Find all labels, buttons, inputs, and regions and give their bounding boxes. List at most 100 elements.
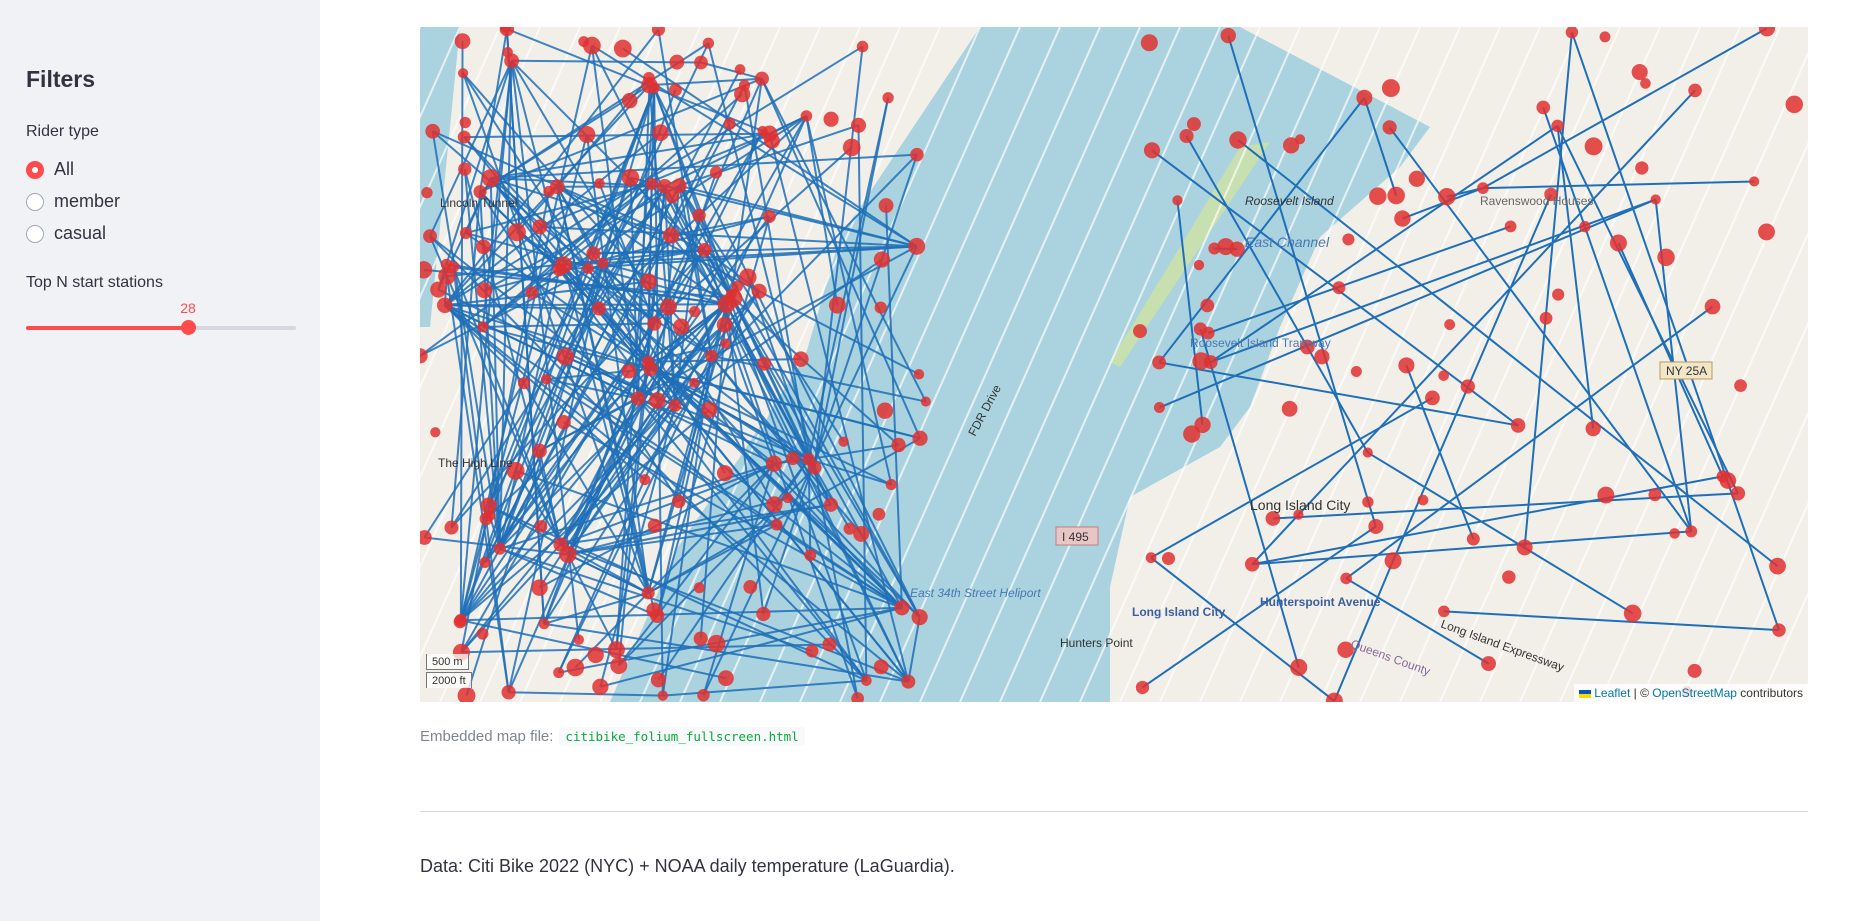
map-canvas[interactable]: Roosevelt Island East Channel Long Islan…: [420, 27, 1808, 702]
station-marker: [693, 631, 708, 646]
station-marker: [506, 461, 525, 480]
radio-selected-icon[interactable]: [26, 160, 44, 179]
station-marker: [1140, 34, 1158, 52]
route-line: [460, 606, 902, 622]
label-lic-south: Long Island City: [1132, 605, 1226, 619]
top-n-label: Top N start stations: [26, 274, 163, 291]
station-marker: [1290, 658, 1308, 676]
label-ravenswood: Ravenswood Houses: [1480, 194, 1593, 208]
station-marker: [709, 166, 723, 179]
station-marker: [873, 251, 891, 268]
station-marker: [1179, 128, 1194, 144]
station-marker: [822, 637, 837, 652]
station-marker: [534, 520, 548, 533]
station-marker: [641, 77, 658, 94]
top-n-slider[interactable]: 28: [26, 300, 296, 340]
route-line: [479, 77, 763, 193]
station-marker: [610, 657, 628, 675]
station-marker: [718, 670, 734, 687]
station-marker: [518, 377, 531, 390]
station-marker: [553, 537, 568, 552]
station-marker: [908, 237, 926, 255]
route-line: [857, 125, 868, 681]
label-heliport: East 34th Street Heliport: [910, 586, 1041, 600]
station-marker: [689, 305, 701, 318]
station-marker: [764, 132, 780, 149]
station-marker: [743, 580, 758, 594]
radio-casual[interactable]: casual: [26, 223, 106, 244]
scale-bar-imperial: 2000 ft: [426, 672, 472, 688]
route-line: [1345, 577, 1490, 665]
route-line: [567, 404, 676, 555]
route-line: [637, 397, 868, 682]
station-marker: [850, 117, 867, 133]
station-marker: [692, 208, 706, 222]
station-marker: [532, 443, 547, 459]
route-line: [1542, 107, 1693, 532]
route-line: [445, 275, 510, 693]
station-marker: [1217, 238, 1235, 256]
label-roosevelt-island: Roosevelt Island: [1245, 194, 1334, 208]
station-marker: [1332, 281, 1346, 295]
slider-thumb[interactable]: [181, 320, 196, 335]
station-marker: [646, 602, 662, 618]
route-line: [662, 679, 867, 697]
radio-member[interactable]: member: [26, 191, 120, 212]
route-line: [762, 154, 918, 615]
route-line: [507, 263, 604, 693]
station-marker: [647, 316, 662, 331]
station-marker: [882, 92, 894, 104]
map-filename: citibike_folium_fullscreen.html: [559, 727, 805, 746]
station-marker: [541, 374, 552, 385]
route-line: [1176, 200, 1204, 426]
station-marker: [1382, 120, 1397, 135]
station-marker: [660, 298, 677, 316]
radio-unselected-icon[interactable]: [26, 192, 44, 211]
route-line: [479, 28, 508, 192]
station-marker: [573, 634, 585, 645]
station-marker: [592, 301, 606, 316]
route-line: [649, 77, 762, 87]
station-marker: [648, 392, 666, 409]
station-marker: [1539, 311, 1553, 325]
route-line: [805, 115, 893, 485]
route-line: [498, 60, 513, 549]
leaflet-link[interactable]: Leaflet: [1594, 686, 1631, 700]
station-marker: [532, 219, 548, 235]
route-line: [452, 266, 510, 693]
route-line: [674, 258, 883, 407]
radio-all[interactable]: All: [26, 159, 74, 180]
station-marker: [671, 178, 687, 194]
route-line: [460, 285, 739, 621]
route-line: [1482, 27, 1768, 189]
station-marker: [421, 186, 433, 199]
station-marker: [1244, 556, 1260, 572]
route-line: [523, 382, 650, 594]
route-line: [560, 503, 832, 546]
station-marker: [1544, 187, 1558, 202]
station-marker: [1362, 496, 1374, 508]
station-marker: [669, 83, 682, 97]
station-marker: [1640, 78, 1651, 89]
route-line: [444, 304, 695, 313]
station-marker: [1356, 89, 1373, 106]
station-marker: [476, 282, 493, 299]
station-marker: [894, 600, 910, 616]
station-marker: [493, 542, 506, 555]
folium-map[interactable]: Roosevelt Island East Channel Long Islan…: [420, 27, 1808, 702]
route-line: [488, 504, 867, 682]
radio-unselected-icon[interactable]: [26, 224, 44, 243]
route-line: [499, 290, 760, 550]
embedded-map-caption: Embedded map file: citibike_folium_fullsc…: [420, 727, 805, 746]
route-line: [1141, 525, 1377, 689]
station-marker: [1394, 210, 1411, 227]
station-marker: [1417, 494, 1429, 506]
station-marker: [912, 430, 928, 446]
station-marker: [823, 497, 838, 512]
station-marker: [553, 667, 565, 679]
osm-link[interactable]: OpenStreetMap: [1652, 686, 1737, 700]
station-marker: [594, 178, 605, 189]
station-marker: [1685, 525, 1698, 538]
station-marker: [720, 338, 731, 349]
station-marker: [1565, 27, 1579, 39]
